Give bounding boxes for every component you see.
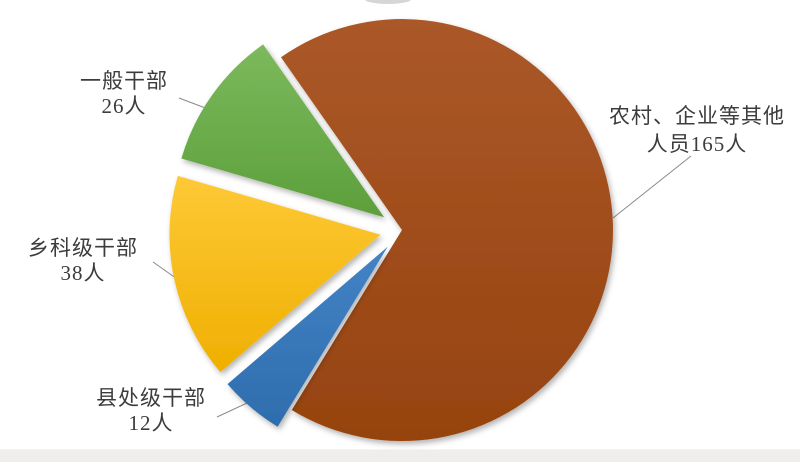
callout-county-level: 县处级干部 12人: [96, 386, 206, 436]
callout-general-cadres: 一般干部 26人: [80, 69, 168, 119]
callout-county-line1: 县处级干部: [96, 386, 206, 410]
cropped-title-artifact: [365, 0, 411, 4]
callout-township-level: 乡科级干部 38人: [28, 236, 138, 286]
bottom-band: [0, 449, 800, 462]
pie-slice-rural-other: [281, 19, 613, 442]
callout-rural-other: 农村、企业等其他 人员165人: [609, 102, 785, 158]
callout-rural-line1: 农村、企业等其他: [609, 104, 785, 128]
callout-general-line2: 26人: [101, 94, 147, 118]
callout-township-line1: 乡科级干部: [28, 236, 138, 260]
leader-line-rural-other: [612, 155, 692, 219]
callout-township-line2: 38人: [60, 261, 106, 285]
pie-slice-general-cadres: [181, 44, 385, 218]
pie-slice-township-level: [169, 175, 381, 372]
pie-slice-county-level: [227, 246, 388, 427]
callout-rural-line2: 人员165人: [646, 132, 748, 156]
callout-general-line1: 一般干部: [80, 69, 168, 93]
callout-county-line2: 12人: [128, 411, 174, 435]
